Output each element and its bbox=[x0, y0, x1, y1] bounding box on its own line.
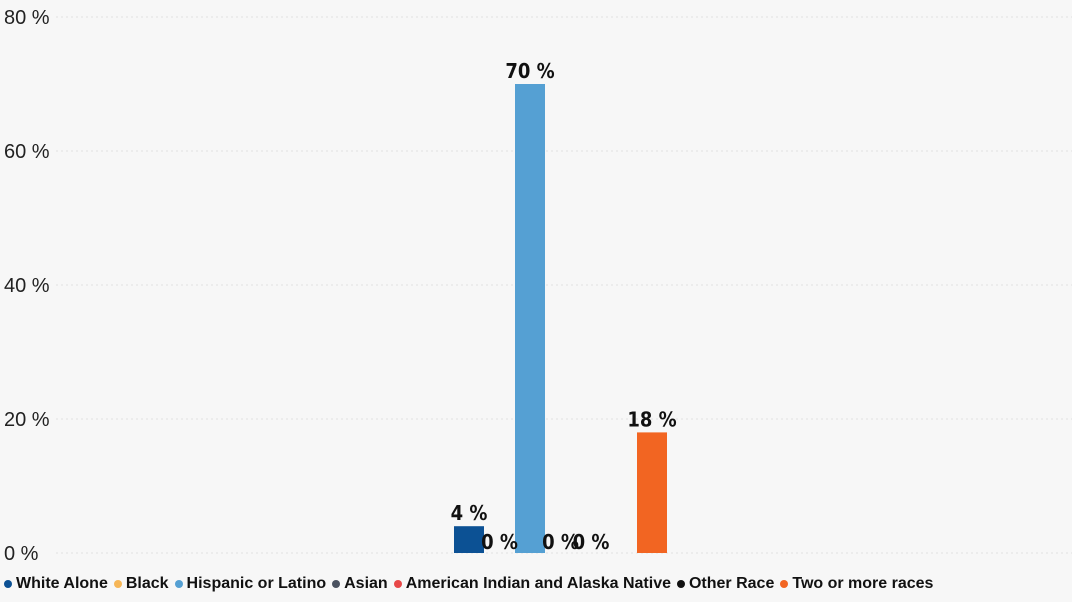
y-tick-label: 0 % bbox=[4, 543, 39, 565]
legend-dot-icon bbox=[174, 580, 183, 588]
data-label: 18 % bbox=[627, 407, 676, 431]
legend-dot-icon bbox=[332, 580, 341, 588]
bar-white-alone[interactable] bbox=[454, 526, 484, 553]
data-label: 0 % bbox=[542, 530, 579, 554]
data-labels: 4 %0 %70 %0 %0 %18 % bbox=[451, 59, 677, 554]
legend-label: Hispanic or Latino bbox=[186, 575, 327, 592]
data-label: 4 % bbox=[451, 501, 488, 525]
legend-dot-icon bbox=[113, 580, 122, 588]
y-tick-label: 40 % bbox=[4, 275, 50, 297]
y-tick-label: 80 % bbox=[4, 7, 50, 29]
bar-chart: 0 %20 %40 %60 %80 % 4 %0 %70 %0 %0 %18 % bbox=[4, 7, 1072, 565]
legend-label: Black bbox=[125, 575, 169, 592]
legend-item[interactable]: Black bbox=[113, 575, 169, 593]
bar-hispanic-or-latino[interactable] bbox=[515, 84, 545, 553]
legend-label: White Alone bbox=[16, 575, 108, 592]
legend-dot-icon bbox=[780, 580, 789, 588]
data-label: 0 % bbox=[573, 530, 610, 554]
legend-item[interactable]: Hispanic or Latino bbox=[174, 575, 327, 593]
legend-item[interactable]: American Indian and Alaska Native bbox=[393, 575, 671, 593]
legend-dot-icon bbox=[393, 580, 402, 588]
y-tick-label: 60 % bbox=[4, 141, 50, 163]
data-label: 70 % bbox=[505, 59, 554, 83]
legend-dot-icon bbox=[676, 580, 685, 588]
y-axis-ticks: 0 % 20 % 40 % 60 % 80 % bbox=[4, 7, 50, 565]
bar-two-or-more-races[interactable] bbox=[637, 432, 667, 553]
legend-item[interactable]: Two or more races bbox=[780, 575, 933, 593]
legend-item[interactable]: Asian bbox=[332, 575, 388, 593]
legend: White Alone Black Hispanic or Latino Asian A… bbox=[4, 572, 939, 596]
legend-item[interactable]: White Alone bbox=[4, 575, 108, 593]
data-label: 0 % bbox=[481, 530, 518, 554]
legend-label: Other Race bbox=[688, 575, 775, 592]
legend-label: Two or more races bbox=[792, 575, 934, 592]
legend-label: American Indian and Alaska Native bbox=[405, 575, 671, 592]
y-tick-label: 20 % bbox=[4, 409, 50, 431]
legend-label: Asian bbox=[344, 575, 388, 592]
legend-dot-icon bbox=[4, 580, 12, 588]
gridlines bbox=[56, 16, 1072, 554]
legend-item[interactable]: Other Race bbox=[676, 575, 775, 593]
bars bbox=[454, 84, 667, 553]
